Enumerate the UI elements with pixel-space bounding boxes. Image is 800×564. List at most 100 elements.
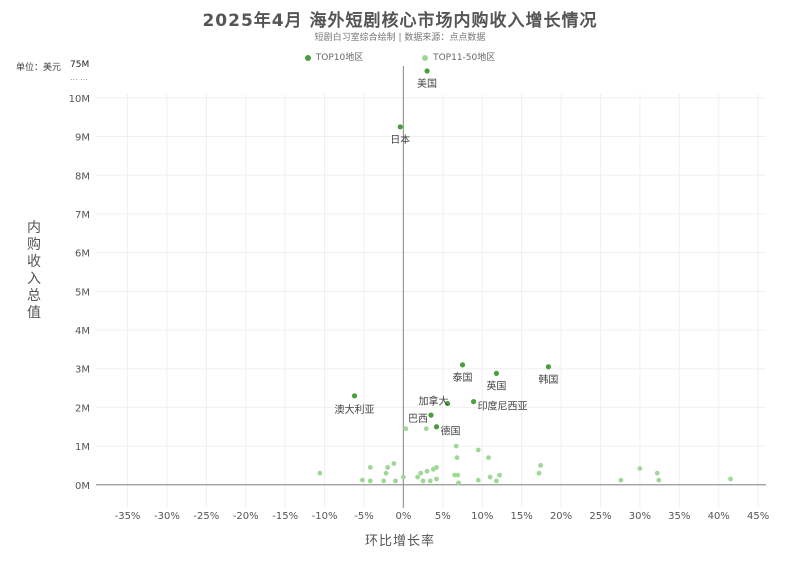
- data-point-top11-50: [418, 470, 424, 476]
- y-tick-label: 0M: [75, 481, 90, 492]
- data-point-top10: [428, 412, 434, 418]
- y-axis-title: 内购收入总值: [27, 220, 41, 321]
- legend-dot-top10-icon: [304, 54, 311, 61]
- y-tick-label: 10M: [69, 94, 90, 105]
- data-point-top11-50: [427, 478, 433, 484]
- data-point-top11-50: [454, 455, 460, 461]
- axes: [96, 66, 766, 508]
- data-point-top10: [351, 393, 358, 399]
- data-point-top11-50: [360, 477, 365, 483]
- axis-break-indicator: ... ...: [70, 73, 88, 82]
- data-point-top11-50: [536, 470, 542, 476]
- data-point-top11-50: [538, 463, 543, 468]
- data-label: 巴西: [408, 413, 428, 425]
- x-tick-label: 40%: [708, 511, 730, 522]
- x-tick-label: 15%: [511, 511, 533, 522]
- data-point-top10: [397, 124, 403, 130]
- x-tick-label: 5%: [435, 511, 451, 522]
- x-tick-label: -15%: [272, 511, 298, 522]
- data-label: 泰国: [453, 371, 473, 384]
- x-tick-label: 20%: [550, 511, 572, 522]
- x-axis-title: 环比增长率: [364, 534, 435, 549]
- y-tick-label: 7M: [75, 210, 90, 221]
- x-tick-label: 25%: [589, 511, 611, 522]
- data-point-top11-50: [403, 426, 409, 432]
- data-label: 韩国: [538, 373, 558, 386]
- data-point-top11-50: [456, 480, 461, 486]
- x-tick-label: 10%: [471, 511, 493, 522]
- data-point-top10: [470, 398, 477, 405]
- tick-labels: -35% -30% -25% -20% -15% -10% -5% 0% 5% 10% 15% 20%…: [69, 94, 770, 522]
- legend-item-top11-50[interactable]: TOP11-50地区: [422, 50, 495, 63]
- data-point-top11-50: [393, 478, 398, 484]
- data-point-top11-50: [618, 477, 624, 483]
- data-point-top11-50: [420, 478, 426, 484]
- data-point-top11-50: [434, 476, 439, 482]
- y-tick-label: 1M: [75, 442, 90, 453]
- x-tick-label: -30%: [154, 511, 180, 522]
- x-tick-label: 35%: [668, 511, 690, 522]
- data-point-top11-50: [367, 478, 373, 484]
- x-tick-label: -35%: [115, 511, 141, 522]
- legend-dot-top11-50-icon: [422, 54, 429, 61]
- x-tick-label: -20%: [233, 511, 259, 522]
- y-tick-label: 2M: [75, 403, 90, 414]
- data-point-top11-50: [434, 464, 439, 470]
- data-points: [317, 68, 733, 486]
- data-label: 澳大利亚: [335, 403, 375, 416]
- data-point-top11-50: [385, 464, 391, 470]
- data-point-top10: [459, 362, 466, 368]
- data-point-top11-50: [728, 476, 733, 482]
- data-point-top11-50: [423, 426, 429, 432]
- chart-subtitle: 短剧白习室综合绘制 | 数据来源：点点数据: [314, 33, 486, 43]
- data-point-top11-50: [367, 464, 373, 470]
- legend-label-top11-50: TOP11-50地区: [433, 53, 496, 63]
- data-point-top11-50: [381, 478, 387, 484]
- data-label: 美国: [417, 77, 437, 90]
- legend-item-top10[interactable]: TOP10地区: [304, 50, 364, 63]
- data-point-top10: [444, 400, 451, 407]
- data-point-top11-50: [654, 470, 660, 476]
- data-point-top11-50: [487, 474, 493, 480]
- data-label: 印度尼西亚: [478, 400, 528, 413]
- data-point-top11-50: [453, 443, 459, 449]
- y-tick-label: 9M: [75, 133, 90, 144]
- y-tick-label: 6M: [75, 249, 90, 260]
- y-tick-label: 3M: [75, 365, 90, 376]
- data-point-top11-50: [424, 468, 430, 474]
- data-point-top10: [545, 364, 552, 370]
- data-point-top11-50: [317, 470, 323, 476]
- data-point-top11-50: [486, 455, 491, 461]
- chart-title: 2025年4月 海外短剧核心市场内购收入增长情况: [202, 11, 598, 31]
- data-point-top10: [493, 370, 500, 376]
- data-point-top11-50: [637, 466, 643, 471]
- data-label: 德国: [441, 425, 461, 438]
- data-label: 英国: [486, 379, 506, 392]
- x-tick-label: -10%: [312, 511, 338, 522]
- data-point-top11-50: [656, 477, 662, 483]
- unit-value: 75M: [70, 60, 90, 70]
- data-point-top11-50: [383, 470, 389, 476]
- data-point-top11-50: [497, 472, 502, 478]
- data-point-top11-50: [494, 478, 499, 484]
- y-tick-label: 8M: [75, 171, 90, 182]
- unit-label: 单位：美元: [16, 63, 62, 73]
- data-point-top10: [424, 68, 430, 74]
- data-point-top11-50: [475, 447, 481, 453]
- legend-label-top10: TOP10地区: [315, 53, 364, 63]
- data-point-top10: [433, 424, 440, 430]
- data-point-top11-50: [415, 474, 420, 480]
- legend: TOP10地区 TOP11-50地区: [0, 50, 800, 63]
- y-tick-label: 4M: [75, 326, 90, 337]
- x-tick-label: 30%: [629, 511, 651, 522]
- x-tick-label: -25%: [193, 511, 219, 522]
- x-tick-label: 0%: [395, 511, 411, 522]
- x-tick-label: -5%: [354, 511, 373, 522]
- data-label: 日本: [390, 133, 410, 146]
- y-tick-label: 5M: [75, 287, 90, 298]
- data-point-top11-50: [391, 461, 397, 466]
- data-point-top11-50: [401, 474, 406, 480]
- data-label: 加拿大: [419, 395, 449, 408]
